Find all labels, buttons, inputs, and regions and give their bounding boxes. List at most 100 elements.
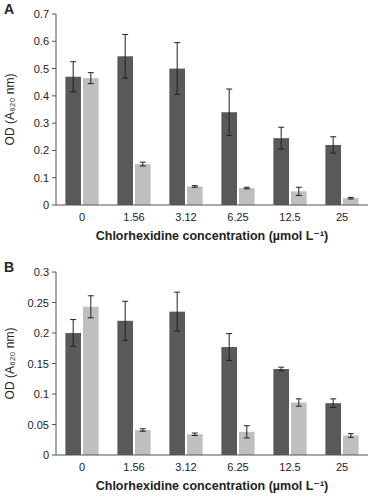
y-tick bbox=[52, 123, 56, 124]
x-tick-label: 25 bbox=[336, 211, 348, 223]
error-bar bbox=[88, 73, 94, 84]
bar bbox=[65, 77, 81, 205]
panel-label: B bbox=[4, 259, 14, 275]
y-axis bbox=[56, 14, 57, 205]
bar bbox=[83, 307, 99, 455]
error-bar bbox=[174, 43, 180, 95]
y-tick bbox=[52, 14, 56, 15]
y-tick bbox=[52, 363, 56, 364]
error-bar bbox=[70, 320, 76, 347]
bar bbox=[325, 403, 341, 455]
error-bar bbox=[88, 296, 94, 318]
error-bar bbox=[330, 399, 336, 408]
x-tick-label: 12.5 bbox=[279, 461, 300, 473]
bar bbox=[291, 403, 307, 455]
x-tick-label: 1.56 bbox=[123, 211, 144, 223]
y-tick-label: 0.7 bbox=[34, 8, 49, 20]
error-bar bbox=[140, 162, 146, 166]
error-bar bbox=[192, 186, 198, 188]
error-bar bbox=[348, 434, 354, 438]
x-axis-label: Chlorhexidine concentration (µmol L⁻¹) bbox=[96, 479, 329, 493]
error-bar bbox=[244, 426, 250, 438]
bar bbox=[343, 435, 359, 455]
error-bar bbox=[296, 187, 302, 195]
y-tick-label: 0.2 bbox=[34, 144, 49, 156]
y-axis-label: OD (A₆₂₀ nm) bbox=[3, 74, 17, 146]
y-tick-label: 0.5 bbox=[34, 63, 49, 75]
bar bbox=[343, 198, 359, 205]
x-tick-label: 3.12 bbox=[175, 461, 196, 473]
x-tick-label: 0 bbox=[79, 461, 85, 473]
y-tick-label: 0.25 bbox=[28, 297, 49, 309]
error-bar bbox=[226, 334, 232, 361]
y-axis bbox=[56, 272, 57, 455]
bar bbox=[83, 78, 99, 205]
bar bbox=[221, 347, 237, 455]
marks bbox=[65, 34, 358, 205]
x-tick-label: 1.56 bbox=[123, 461, 144, 473]
bar bbox=[325, 145, 341, 205]
error-bar bbox=[140, 429, 146, 431]
y-tick-label: 0.3 bbox=[34, 266, 49, 278]
bar bbox=[239, 188, 255, 205]
y-tick-label: 0.2 bbox=[34, 327, 49, 339]
y-tick bbox=[52, 150, 56, 151]
bar bbox=[187, 186, 203, 205]
error-bar bbox=[226, 89, 232, 135]
panel: B OD (A₆₂₀ nm) 0 0.05 0.1 0.15 0.2 0.25 0.3 0 1.56… bbox=[3, 259, 368, 493]
x-tick-label: 6.25 bbox=[227, 211, 248, 223]
bar bbox=[169, 312, 185, 455]
y-tick bbox=[52, 205, 56, 206]
bar bbox=[135, 164, 151, 205]
y-tick bbox=[52, 95, 56, 96]
bar bbox=[117, 321, 133, 455]
x-tick-label: 6.25 bbox=[227, 461, 248, 473]
bar bbox=[65, 333, 81, 455]
y-tick-label: 0.15 bbox=[28, 358, 49, 370]
y-tick bbox=[52, 302, 56, 303]
x-tick-label: 0 bbox=[79, 211, 85, 223]
panel-label: A bbox=[4, 1, 14, 17]
y-tick bbox=[52, 394, 56, 395]
error-bar bbox=[174, 292, 180, 331]
y-tick bbox=[52, 41, 56, 42]
y-tick-label: 0.05 bbox=[28, 419, 49, 431]
error-bar bbox=[348, 197, 354, 199]
page: {"chart_data": [ {"type": "bar", "title"… bbox=[0, 0, 376, 500]
bar bbox=[273, 369, 289, 455]
y-tick-label: 0 bbox=[43, 449, 49, 461]
y-tick bbox=[52, 424, 56, 425]
y-tick-label: 0.1 bbox=[34, 172, 49, 184]
y-tick-label: 0.4 bbox=[34, 90, 49, 102]
error-bar bbox=[330, 137, 336, 153]
y-tick bbox=[52, 68, 56, 69]
error-bar bbox=[122, 301, 128, 340]
panel: A OD (A₆₂₀ nm) 0 0.1 0.2 0.3 0.4 0.5 0.6 0.7 0 1.56… bbox=[3, 1, 368, 243]
error-bar bbox=[192, 433, 198, 435]
chart-svg: A OD (A₆₂₀ nm) 0 0.1 0.2 0.3 0.4 0.5 0.6 0.7 0 1.56… bbox=[0, 0, 376, 500]
y-tick-label: 0.6 bbox=[34, 35, 49, 47]
error-bar bbox=[278, 127, 284, 149]
error-bar bbox=[122, 34, 128, 78]
y-tick bbox=[52, 333, 56, 334]
error-bar bbox=[296, 399, 302, 406]
bar bbox=[187, 434, 203, 455]
y-tick bbox=[52, 272, 56, 273]
y-axis-label: OD (A₆₂₀ nm) bbox=[3, 328, 17, 400]
x-tick-label: 3.12 bbox=[175, 211, 196, 223]
error-bar bbox=[278, 367, 284, 371]
y-tick bbox=[52, 177, 56, 178]
x-tick-label: 12.5 bbox=[279, 211, 300, 223]
marks bbox=[65, 292, 358, 455]
error-bar bbox=[244, 187, 250, 189]
y-tick bbox=[52, 455, 56, 456]
x-axis-label: Chlorhexidine concentration (µmol L⁻¹) bbox=[96, 229, 329, 243]
x-tick-label: 25 bbox=[336, 461, 348, 473]
x-axis bbox=[56, 205, 368, 206]
error-bar bbox=[70, 62, 76, 92]
y-tick-label: 0.1 bbox=[34, 388, 49, 400]
y-tick-label: 0 bbox=[43, 199, 49, 211]
x-axis bbox=[56, 455, 368, 456]
bar bbox=[135, 430, 151, 455]
y-tick-label: 0.3 bbox=[34, 117, 49, 129]
